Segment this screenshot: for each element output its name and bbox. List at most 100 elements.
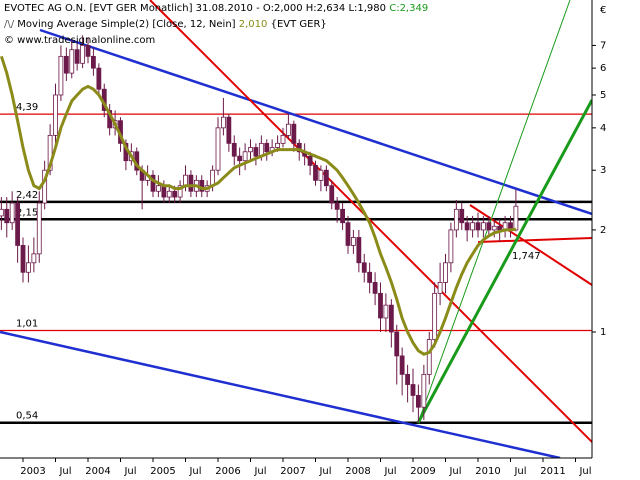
candle-body <box>26 262 31 273</box>
candle-body <box>318 169 324 181</box>
candle-body <box>280 134 286 144</box>
x-tick-label: Jul <box>123 466 136 477</box>
candle-body <box>183 174 188 187</box>
candle-body <box>323 169 329 187</box>
candle-body <box>161 185 167 198</box>
close-label: C:2,349 <box>389 3 428 14</box>
y-tick-label: 7 <box>600 40 606 51</box>
candle-body <box>4 208 10 224</box>
candle-body <box>491 225 497 231</box>
candle-body <box>155 185 161 192</box>
candle-body <box>350 237 356 246</box>
candle-body <box>334 202 340 210</box>
y-tick-label: 5 <box>600 90 606 101</box>
candle-body <box>367 271 373 283</box>
candle-body <box>432 292 438 340</box>
candle-body <box>470 222 475 231</box>
candle-body <box>394 331 400 357</box>
y-tick-label: 4 <box>600 123 606 134</box>
candle-body <box>80 45 86 64</box>
candle-body <box>166 190 172 198</box>
candle-body <box>453 208 459 231</box>
candle-body <box>443 262 448 283</box>
legend-line: /\/ Moving Average Simple(2) [Close, 12,… <box>4 19 327 30</box>
candle-body <box>69 49 75 74</box>
title: EVOTEC AG O.N. [EVT GER Monatlich] 31.08… <box>4 3 386 14</box>
candle-body <box>361 262 367 273</box>
level-label: 4,39 <box>16 102 38 113</box>
candle-body <box>20 245 26 273</box>
candle-body <box>31 253 37 264</box>
candle-body <box>231 142 237 157</box>
x-tick-label: Jul <box>253 466 266 477</box>
candle-body <box>313 164 318 181</box>
candle-body <box>264 142 270 153</box>
candle-body <box>177 185 183 198</box>
candle-body <box>58 55 64 96</box>
candle-body <box>383 304 389 319</box>
x-tick-label: Jul <box>383 466 396 477</box>
candle-body <box>378 292 383 319</box>
candle-body <box>0 208 4 217</box>
trendline <box>477 237 592 243</box>
x-tick-label: Jul <box>318 466 331 477</box>
y-tick-label: 3 <box>600 165 606 176</box>
x-tick-label: 2004 <box>85 466 110 477</box>
candle-body <box>150 174 156 192</box>
candle-body <box>388 304 394 333</box>
candle-body <box>85 45 91 57</box>
x-tick-label: 2008 <box>345 466 370 477</box>
candle-body <box>291 123 297 144</box>
y-tick-label: 6 <box>600 63 606 74</box>
candle-body <box>215 127 221 171</box>
candle-body <box>47 134 53 171</box>
candle-body <box>345 222 351 246</box>
candle-body <box>513 205 519 231</box>
y-tick-label: 2 <box>600 225 606 236</box>
candle-body <box>53 94 58 136</box>
candles <box>0 35 519 423</box>
candle-body <box>340 208 346 224</box>
header-line: EVOTEC AG O.N. [EVT GER Monatlich] 31.08… <box>4 3 428 14</box>
legend-entry: Moving Average Simple(2) [Close, 12, Nei… <box>17 19 235 30</box>
candle-body <box>285 123 291 136</box>
candle-body <box>91 55 96 69</box>
level-label: 1,01 <box>16 319 38 330</box>
candle-body <box>480 222 486 231</box>
candle-body <box>486 222 492 231</box>
x-tick-label: Jul <box>513 466 526 477</box>
trendlines <box>0 0 592 458</box>
candle-body <box>405 373 411 385</box>
x-tick-label: 2006 <box>215 466 240 477</box>
x-tick-label: Jul <box>188 466 201 477</box>
candle-body <box>188 174 194 192</box>
candle-body <box>372 282 378 294</box>
candle-body <box>296 142 302 153</box>
x-tick-label: 2005 <box>150 466 175 477</box>
level-label: 0,54 <box>16 411 38 422</box>
trendline <box>149 0 592 444</box>
currency: € <box>600 5 606 16</box>
candle-body <box>237 155 243 162</box>
moving-average-line <box>0 55 517 356</box>
x-tick-label: 2007 <box>280 466 305 477</box>
candle-body <box>464 222 470 231</box>
candle-body <box>36 202 42 255</box>
annotation: 1,747 <box>512 251 541 262</box>
candle-body <box>172 190 178 198</box>
candle-body <box>15 202 21 246</box>
trendline <box>469 204 592 286</box>
x-tick-label: 2009 <box>410 466 435 477</box>
y-tick-label: 1 <box>600 327 606 338</box>
candle-body <box>9 202 15 224</box>
candle-body <box>459 208 465 224</box>
trendline <box>416 99 592 424</box>
copyright: © www.tradesignalonline.com <box>4 35 155 46</box>
x-tick-label: 2010 <box>475 466 500 477</box>
x-tick-label: Jul <box>578 466 591 477</box>
candle-body <box>437 282 443 294</box>
candle-body <box>275 142 281 148</box>
candle-body <box>410 384 416 396</box>
candle-body <box>399 355 405 375</box>
